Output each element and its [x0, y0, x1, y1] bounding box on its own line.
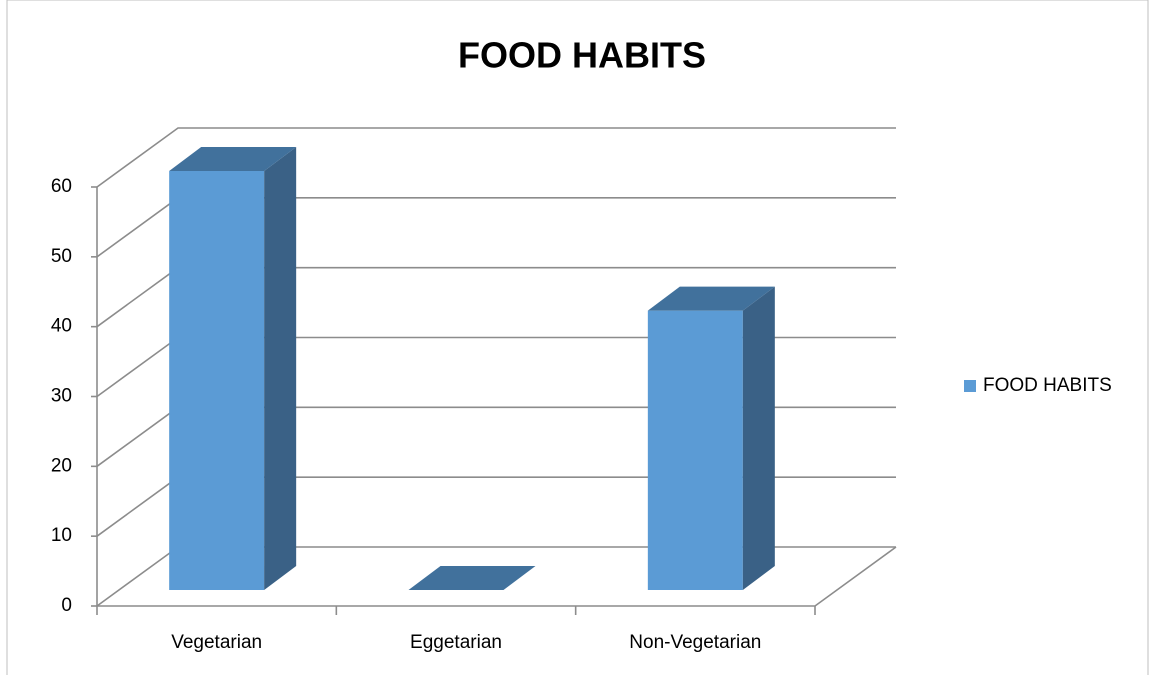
bar-side [742, 286, 775, 590]
x-tick-label: Non-Vegetarian [629, 632, 761, 653]
grid-line [96, 127, 896, 188]
y-tick-label: 30 [51, 386, 72, 407]
bar [647, 286, 775, 590]
x-tick-label: Eggetarian [410, 632, 502, 653]
y-tick-label: 10 [51, 525, 72, 546]
y-tick-label: 50 [51, 246, 72, 267]
bar-front [647, 310, 743, 590]
bar-front [169, 171, 265, 590]
y-tick-label: 20 [51, 455, 72, 476]
legend-label: FOOD HABITS [983, 375, 1112, 396]
bar-top [408, 566, 536, 590]
bar [169, 147, 297, 590]
y-tick-label: 40 [51, 316, 72, 337]
legend-swatch [964, 380, 976, 392]
chart-frame [6, 0, 1149, 675]
chart-title: FOOD HABITS [458, 35, 706, 76]
x-tick-label: Vegetarian [171, 632, 262, 653]
bar [408, 566, 536, 590]
bar-top [647, 286, 775, 311]
bar-side [264, 147, 297, 590]
bar-top [169, 147, 297, 171]
y-tick-label: 60 [51, 176, 72, 197]
y-tick-label: 0 [61, 595, 72, 616]
